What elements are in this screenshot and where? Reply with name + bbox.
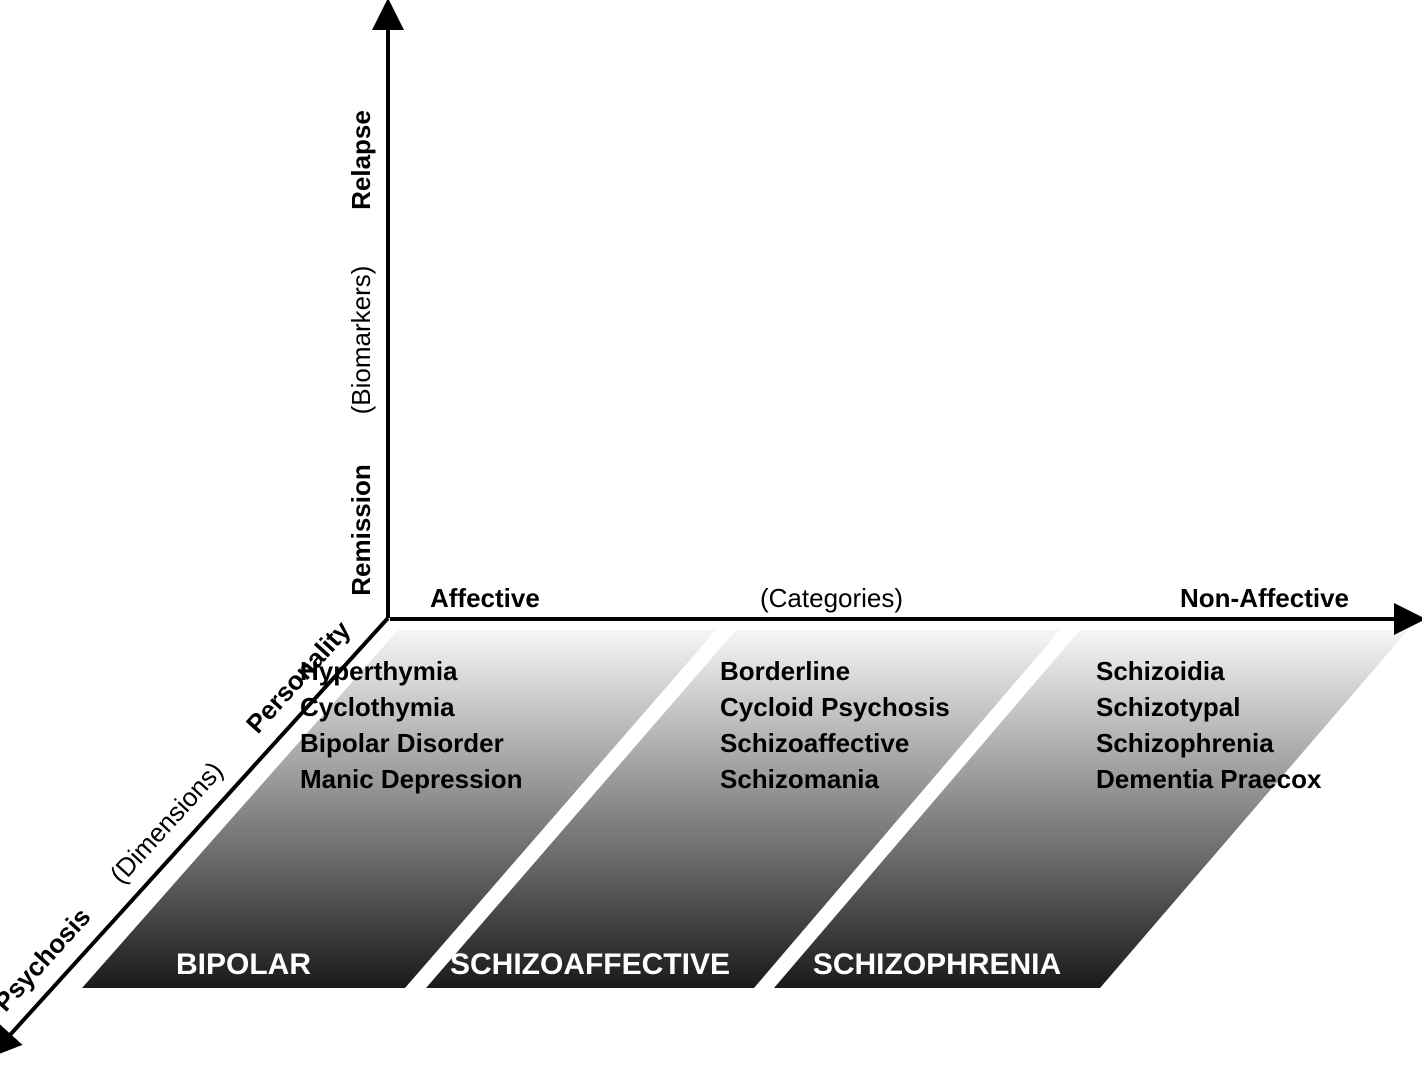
slab-0-title: BIPOLAR	[176, 948, 311, 981]
vertical-label-0: Remission	[346, 464, 376, 596]
vertical-label-1: (Biomarkers)	[346, 266, 376, 415]
slab-1-term-2: Schizoaffective	[720, 728, 909, 758]
slab-2-term-1: Schizotypal	[1096, 692, 1240, 722]
horizontal-label-1: (Categories)	[760, 583, 903, 613]
slab-0-term-1: Cyclothymia	[300, 692, 455, 722]
slab-0-term-3: Manic Depression	[300, 764, 523, 794]
slab-2-term-2: Schizophrenia	[1096, 728, 1274, 758]
slab-2-title: SCHIZOPHRENIA	[813, 948, 1061, 981]
slab-1-term-0: Borderline	[720, 656, 850, 686]
slab-0-term-2: Bipolar Disorder	[300, 728, 504, 758]
horizontal-axis-labels: Affective (Categories) Non-Affective	[430, 583, 1349, 613]
slab-1-term-3: Schizomania	[720, 764, 879, 794]
slab-1-title: SCHIZOAFFECTIVE	[450, 948, 730, 981]
slab-1-term-1: Cycloid Psychosis	[720, 692, 950, 722]
horizontal-label-2: Non-Affective	[1180, 583, 1349, 613]
vertical-axis-labels: Remission (Biomarkers) Relapse	[346, 110, 376, 596]
slab-2-term-0: Schizoidia	[1096, 656, 1225, 686]
slab-2-term-3: Dementia Praecox	[1096, 764, 1322, 794]
horizontal-label-0: Affective	[430, 583, 540, 613]
diagonal-label-0: Psychosis	[0, 902, 96, 1017]
vertical-label-2: Relapse	[346, 110, 376, 210]
